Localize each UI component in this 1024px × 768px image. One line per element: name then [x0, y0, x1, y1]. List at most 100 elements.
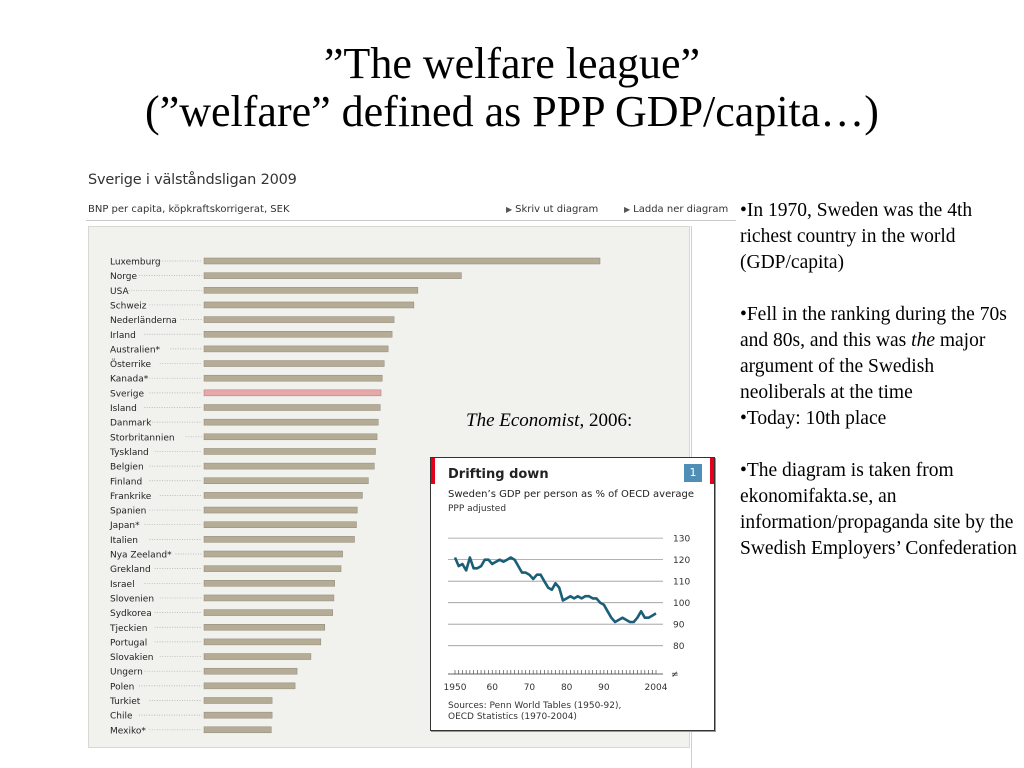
- slide-title-line-2: (”welfare” defined as PPP GDP/capita…): [145, 87, 879, 136]
- bar: [203, 374, 383, 382]
- bar: [203, 521, 357, 528]
- bar-label: Polen: [110, 682, 134, 692]
- bar: [203, 594, 335, 602]
- x-tick-label: 70: [524, 683, 536, 693]
- inset-source-line-2: OECD Statistics (1970-2004): [448, 712, 577, 722]
- chart-number-badge: 1: [684, 464, 702, 482]
- bar-label: Slovakien: [110, 653, 154, 663]
- bar-label: Chile: [110, 712, 133, 722]
- y-tick-label: 110: [673, 578, 690, 588]
- economist-caption: The Economist, 2006:: [466, 410, 632, 432]
- bar: [203, 726, 272, 734]
- inset-title: Drifting down: [448, 467, 549, 482]
- bar-label: Luxemburg: [110, 258, 161, 268]
- bar: [203, 272, 462, 279]
- red-accent-bar: [431, 458, 435, 484]
- bar-label: Spanien: [110, 507, 146, 517]
- bar-label: Japan*: [109, 521, 140, 531]
- bullet-2-emphasis: the: [911, 330, 935, 351]
- bar: [203, 433, 378, 441]
- bullet-4: •The diagram is taken from ekonomifakta.…: [740, 460, 1017, 559]
- bar: [203, 331, 393, 338]
- bullet-3: •Today: 10th place: [740, 408, 887, 429]
- x-tick-label: 60: [486, 683, 498, 693]
- spacer: [740, 432, 1022, 458]
- bar: [203, 404, 381, 411]
- bar: [203, 345, 389, 353]
- bar: [203, 536, 355, 543]
- play-triangle-icon: ▶: [506, 205, 513, 214]
- bar: [203, 462, 375, 470]
- bar-label: Grekland: [110, 565, 151, 575]
- bar: [203, 316, 395, 323]
- bar-label: Israel: [110, 580, 135, 590]
- bar: [203, 711, 273, 719]
- chart-subtitle: BNP per capita, köpkraftskorrigerat, SEK: [88, 204, 290, 215]
- y-tick-label: 100: [673, 599, 690, 609]
- bar-label: Sverige: [110, 389, 144, 399]
- bar-label: Italien: [110, 536, 138, 546]
- bar-label: USA: [110, 287, 129, 297]
- bar-label: Storbritannien: [110, 433, 175, 443]
- bar: [203, 550, 343, 558]
- bullet-list: •In 1970, Sweden was the 4th richest cou…: [740, 198, 1022, 562]
- download-chart-link[interactable]: ▶ Ladda ner diagram: [624, 204, 728, 215]
- chart-title: Sverige i välståndsligan 2009: [88, 172, 297, 188]
- y-tick-label: 130: [673, 535, 690, 545]
- line-chart-svg: 80 90 100 110 120 130 ≠ 1950 60 70 80 90 2004: [444, 535, 691, 693]
- bar: [203, 624, 326, 631]
- bar: [203, 638, 322, 646]
- bar-label: Schweiz: [110, 301, 147, 311]
- bar: [203, 667, 298, 675]
- inset-subtitle-2: PPP adjusted: [448, 504, 507, 514]
- bar-label: Sydkorea: [110, 609, 152, 619]
- bar: [203, 697, 273, 704]
- bar-label: Danmark: [110, 419, 152, 429]
- print-chart-label: Skriv ut diagram: [515, 204, 599, 215]
- inset-sources: Sources: Penn World Tables (1950-92), OE…: [448, 701, 621, 723]
- inset-source-line-1: Sources: Penn World Tables (1950-92),: [448, 701, 622, 711]
- y-tick-label: 90: [673, 621, 685, 631]
- x-tick-label: 2004: [645, 683, 668, 693]
- bar: [203, 565, 342, 572]
- bar: [203, 257, 601, 265]
- bullet-2: •Fell in the ranking during the 70s and …: [740, 302, 1022, 406]
- play-triangle-icon: ▶: [624, 205, 631, 214]
- bar-label: Norge: [110, 272, 137, 282]
- download-chart-label: Ladda ner diagram: [633, 204, 729, 215]
- bar-label: Belgien: [110, 463, 144, 473]
- bar: [203, 653, 312, 660]
- bar-chart-svg: Luxemburg Norge USA Schweiz Nederländerna Irl…: [109, 257, 601, 736]
- divider: [86, 220, 736, 221]
- bar-label: Tjeckien: [109, 624, 147, 634]
- bar-label: Ungern: [110, 668, 143, 678]
- bar: [203, 477, 369, 484]
- bar-label: Österrike: [110, 359, 151, 370]
- axis-break-mark: ≠: [671, 670, 679, 680]
- bar-label: Slovenien: [110, 594, 154, 604]
- x-tick-label: 1950: [444, 683, 467, 693]
- bar-label: Mexiko*: [110, 726, 146, 736]
- economist-inset-chart: Drifting down 1 Sweden’s GDP per person …: [430, 457, 715, 731]
- x-tick-label: 80: [561, 683, 573, 693]
- economist-caption-year: , 2006:: [579, 410, 633, 431]
- economist-caption-source: The Economist: [466, 410, 580, 431]
- bar-label: Nederländerna: [110, 316, 177, 326]
- inset-subtitle: Sweden’s GDP per person as % of OECD ave…: [448, 489, 694, 500]
- bar-label: Kanada*: [110, 375, 149, 385]
- print-chart-link[interactable]: ▶ Skriv ut diagram: [506, 204, 598, 215]
- slide-title-line-1: ”The welfare league”: [323, 39, 701, 88]
- series-line: [453, 556, 657, 624]
- y-tick-label: 120: [673, 556, 690, 566]
- bar: [203, 506, 358, 514]
- bar-label: Australien*: [110, 345, 161, 355]
- bar-label: Frankrike: [110, 492, 152, 502]
- bar-label: Island: [110, 404, 137, 414]
- red-accent-bar: [710, 458, 714, 484]
- x-tick-label: 90: [598, 683, 610, 693]
- bar: [203, 580, 335, 587]
- bar: [203, 492, 363, 499]
- slide-title: ”The welfare league” (”welfare” defined …: [0, 40, 1024, 136]
- bar-label: Finland: [110, 477, 142, 487]
- bar: [203, 418, 379, 426]
